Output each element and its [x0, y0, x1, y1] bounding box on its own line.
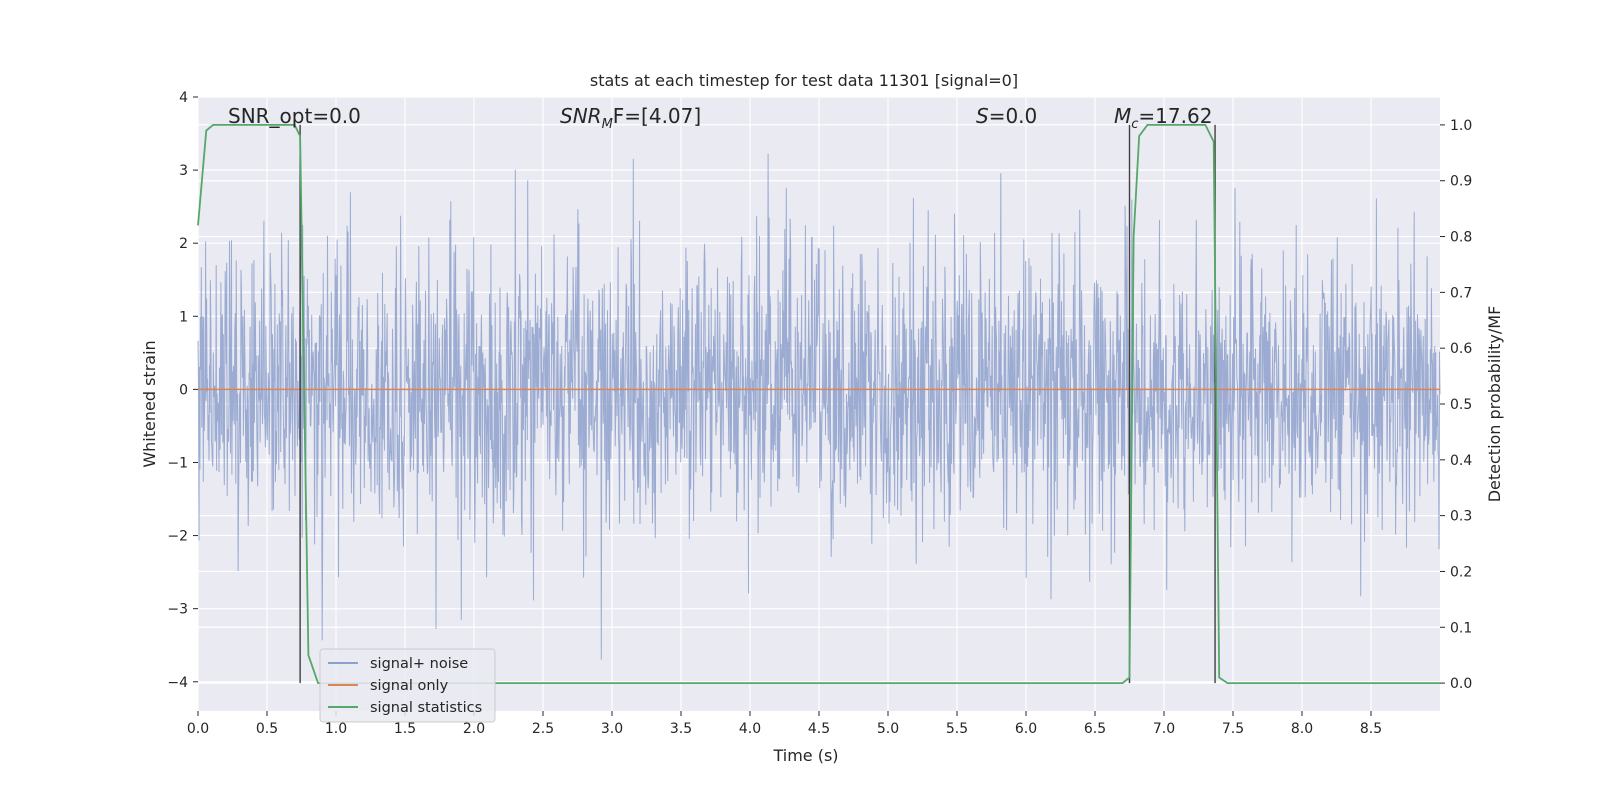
x-tick-label: 1.0 [325, 721, 347, 737]
x-tick-label: 1.5 [394, 721, 416, 737]
annotation-snr-mf-rest: F=[4.07] [613, 104, 701, 128]
legend: signal+ noise signal only signal statist… [319, 648, 496, 723]
x-tick-label: 3.5 [670, 721, 692, 737]
annotation-mc-sub: c [1131, 117, 1138, 132]
y-tick-label-left: −4 [167, 675, 188, 691]
x-ticks: 0.0 0.5 1.0 1.5 2.0 2.5 3.0 3.5 4.0 4.5 5.0 5.5 6.0 6… [187, 711, 1382, 737]
y-ticks-left: 4 3 2 1 0 −1 −2 −3 −4 [167, 90, 198, 691]
x-tick-label: 7.5 [1222, 721, 1244, 737]
statistics-series [197, 124, 1440, 684]
series-signal-noise [197, 153, 1441, 660]
y-tick-label-right: 0.5 [1450, 397, 1472, 413]
annotation-mc: Mc=17.62 [1114, 104, 1212, 132]
y-tick-label-right: 0.6 [1450, 341, 1472, 357]
y-tick-label-right: 0.9 [1450, 174, 1472, 190]
x-tick-label: 2.0 [463, 721, 485, 737]
x-tick-label: 8.0 [1291, 721, 1313, 737]
y-tick-label-right: 0.8 [1450, 230, 1472, 246]
legend-label-signal-statistics: signal statistics [370, 700, 482, 716]
annotation-s-main: S [976, 104, 989, 128]
y-tick-label-left: 4 [179, 90, 188, 106]
y-tick-label-right: 0.2 [1450, 564, 1472, 580]
y-tick-label-right: 0.7 [1450, 285, 1472, 301]
y-axis-label-left: Whitened strain [140, 340, 159, 467]
x-tick-label: 3.0 [601, 721, 623, 737]
x-axis-label: Time (s) [772, 746, 838, 765]
x-tick-label: 4.5 [808, 721, 830, 737]
x-tick-label: 4.0 [739, 721, 761, 737]
annotation-s: S=0.0 [976, 104, 1037, 128]
annotation-snr-mf-main: SNR [560, 104, 602, 128]
y-tick-label-right: 1.0 [1450, 118, 1472, 134]
y-tick-label-left: −2 [167, 529, 188, 545]
x-tick-label: 0.0 [187, 721, 209, 737]
x-tick-label: 6.5 [1084, 721, 1106, 737]
chart-title: stats at each timestep for test data 113… [590, 71, 1018, 90]
annotation-s-rest: =0.0 [989, 104, 1038, 128]
x-tick-label: 2.5 [532, 721, 554, 737]
legend-box [319, 648, 496, 723]
x-tick-label: 6.0 [1015, 721, 1037, 737]
y-tick-label-right: 0.1 [1450, 620, 1472, 636]
annotation-snr-opt: SNR_opt=0.0 [228, 104, 361, 128]
y-tick-label-left: 3 [179, 163, 188, 179]
x-tick-label: 7.0 [1153, 721, 1175, 737]
x-tick-label: 5.5 [946, 721, 968, 737]
annotation-mc-main: M [1114, 104, 1131, 128]
x-tick-label: 5.0 [877, 721, 899, 737]
noise-series [197, 153, 1441, 660]
y-tick-label-right: 0.0 [1450, 676, 1472, 692]
legend-label-signal-noise: signal+ noise [370, 656, 468, 672]
x-tick-label: 0.5 [256, 721, 278, 737]
y-tick-label-left: 0 [179, 382, 188, 398]
y-tick-label-left: 2 [179, 236, 188, 252]
annotation-mc-rest: =17.62 [1138, 104, 1212, 128]
legend-label-signal-only: signal only [370, 678, 449, 694]
x-tick-label: 8.5 [1360, 721, 1382, 737]
y-axis-label-right: Detection probability/MF [1485, 306, 1504, 503]
y-tick-label-right: 0.3 [1450, 509, 1472, 525]
y-tick-label-right: 0.4 [1450, 453, 1472, 469]
y-ticks-right: 1.0 0.9 0.8 0.7 0.6 0.5 0.4 0.3 0.2 0.1 0.0 [1440, 118, 1472, 692]
y-tick-label-left: −3 [167, 602, 188, 618]
annotation-snr-mf-sub: M [602, 117, 613, 132]
y-tick-label-left: 1 [179, 309, 188, 325]
y-tick-label-left: −1 [167, 455, 188, 471]
annotation-snr-mf: SNRMF=[4.07] [560, 104, 701, 132]
series-signal-statistics [197, 124, 1440, 684]
